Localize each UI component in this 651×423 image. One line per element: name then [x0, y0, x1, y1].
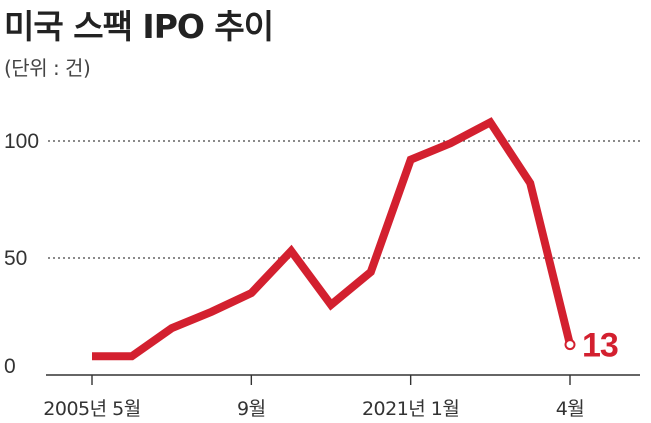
chart-title: 미국 스팩 IPO 추이 — [4, 7, 274, 46]
end-point-marker — [564, 339, 576, 351]
x-tick-label-2: 2021년 1월 — [362, 398, 459, 420]
unit-note: (단위 : 건) — [4, 56, 91, 80]
y-tick-label-50: 50 — [4, 247, 27, 270]
x-tick-label-3: 4월 — [556, 398, 585, 420]
x-tick-label-1: 9월 — [237, 398, 266, 420]
y-tick-label-100: 100 — [4, 130, 39, 153]
x-tick-label-0: 2005년 5월 — [43, 398, 140, 420]
end-value-label: 13 — [582, 327, 618, 365]
y-tick-label-0: 0 — [4, 355, 16, 378]
series-line — [92, 117, 574, 361]
